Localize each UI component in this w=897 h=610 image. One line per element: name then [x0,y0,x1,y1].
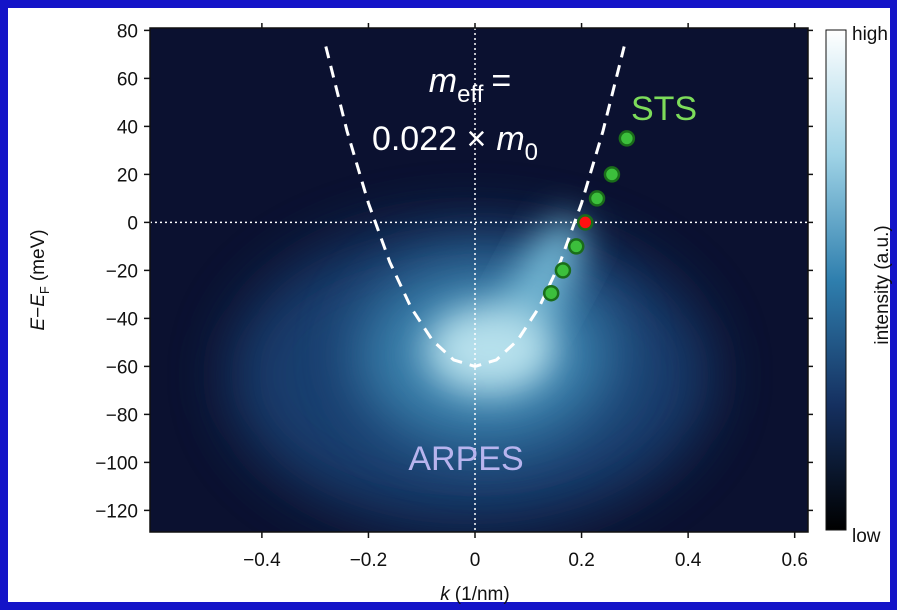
data-point [588,190,606,207]
annotation-part: eff [457,81,484,108]
y-label-part: (meV) [28,229,49,281]
y-tick-label: 80 [117,21,138,42]
sts-label: STS [631,90,697,128]
y-axis-label: E−EF(meV) [28,229,52,330]
x-tick-label: −0.4 [243,550,281,571]
y-tick-label: −60 [106,357,138,378]
x-tick-label: 0.4 [675,550,702,571]
y-tick-label: −20 [106,261,138,282]
x-tick-label: −0.2 [350,550,388,571]
x-tick-label: 0.2 [568,550,594,571]
y-label-part: E [28,318,49,331]
annotation-part: = [491,62,511,100]
annotation-part: m [429,62,457,100]
data-point [542,284,560,302]
plot-frame [149,27,809,533]
annotation-part: 0 [525,139,538,166]
colorbar-high: high [852,24,888,45]
data-point [554,262,572,279]
annotation-part: 0.022 × [372,120,486,158]
annotation: meff = [429,62,511,108]
annotation: 0.022 × m0 [372,120,538,166]
plot-marks [150,28,808,532]
annotation-part: m [496,120,524,158]
y-tick-label: 40 [117,117,138,138]
y-tick-label: −80 [106,405,138,426]
data-point [618,130,636,147]
y-tick-label: 60 [117,69,138,90]
y-label-part: F [37,286,52,294]
x-axis-label: k (1/nm) [440,584,509,605]
y-label-part: − [28,307,49,318]
dispersion-fit [324,46,626,368]
data-point [577,214,594,231]
colorbar-low: low [852,526,881,547]
x-label-part: (1/nm) [455,584,510,605]
x-label-part: k [440,584,451,605]
colorbar-label: intensity (a.u.) [872,225,893,344]
colorbar [825,29,847,531]
y-tick-label: −40 [106,309,138,330]
arpes-label: ARPES [408,440,523,478]
data-point [567,238,585,255]
y-tick-label: −120 [95,501,138,522]
y-label-part: E [28,294,49,307]
data-point [603,166,621,183]
x-tick-label: 0.6 [781,550,807,571]
y-tick-label: 0 [127,213,138,234]
intensity-map [150,28,808,532]
x-tick-label: 0 [470,550,481,571]
y-tick-label: −100 [95,453,138,474]
y-tick-label: 20 [117,165,138,186]
